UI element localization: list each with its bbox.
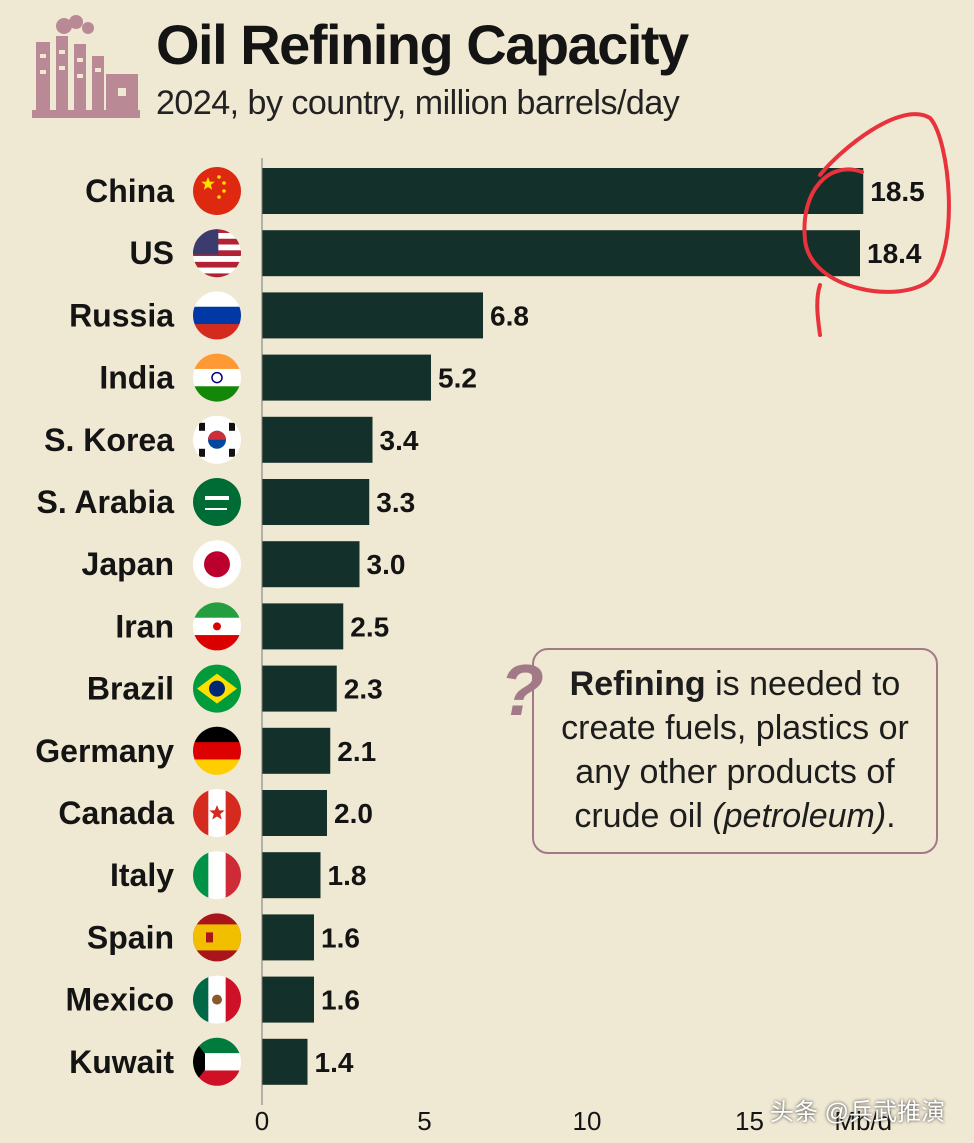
italy-flag-icon bbox=[193, 851, 241, 900]
red-circle-annotation bbox=[802, 112, 951, 337]
value-label: 18.4 bbox=[867, 238, 922, 269]
info-line4-italic: (petroleum) bbox=[712, 797, 887, 835]
japan-flag-icon bbox=[193, 540, 241, 589]
chart-title: Oil Refining Capacity bbox=[156, 13, 689, 76]
bar-japan bbox=[262, 541, 360, 588]
russia-flag-icon bbox=[193, 291, 241, 340]
bar-germany bbox=[262, 727, 331, 774]
india-flag-icon bbox=[193, 353, 241, 402]
value-label: 5.2 bbox=[438, 363, 477, 394]
info-line3: any other products of bbox=[575, 753, 895, 791]
category-label: Canada bbox=[58, 795, 174, 831]
south-korea-flag-icon bbox=[193, 415, 241, 464]
canada-flag-icon bbox=[193, 789, 241, 837]
chart-subtitle: 2024, by country, million barrels/day bbox=[156, 84, 680, 122]
bar-mexico bbox=[262, 976, 314, 1023]
value-label: 2.3 bbox=[344, 674, 383, 705]
question-mark-icon: ? bbox=[500, 651, 544, 731]
saudi-arabia-flag-icon bbox=[193, 478, 241, 526]
value-label: 1.6 bbox=[321, 922, 360, 953]
value-label: 18.5 bbox=[870, 176, 925, 207]
category-label: Germany bbox=[35, 733, 174, 769]
bar-italy bbox=[262, 852, 321, 899]
value-label: 1.4 bbox=[315, 1047, 354, 1078]
spain-flag-icon bbox=[193, 913, 241, 962]
info-line1: is needed to bbox=[705, 665, 901, 703]
bar-spain bbox=[262, 914, 314, 961]
brazil-flag-icon bbox=[193, 664, 241, 713]
x-tick-label: 15 bbox=[735, 1106, 764, 1136]
info-line4b: . bbox=[886, 797, 896, 835]
info-line4a: crude oil bbox=[574, 797, 713, 835]
value-label: 6.8 bbox=[490, 300, 529, 331]
info-bold-word: Refining bbox=[569, 665, 706, 703]
bar-us bbox=[262, 230, 860, 277]
x-unit-label: Mb/d bbox=[834, 1106, 892, 1136]
value-label: 1.8 bbox=[328, 860, 367, 891]
watermark-text: 头条 @兵武推演 bbox=[770, 1099, 946, 1126]
x-tick-label: 5 bbox=[417, 1106, 431, 1136]
china-flag-icon bbox=[193, 167, 241, 215]
category-label: Spain bbox=[87, 919, 174, 955]
category-label: US bbox=[130, 235, 174, 271]
refinery-icon bbox=[32, 15, 140, 118]
category-label: Japan bbox=[82, 546, 174, 582]
bar-iran bbox=[262, 603, 344, 650]
category-label: Iran bbox=[115, 608, 174, 644]
bar-skorea bbox=[262, 416, 373, 463]
bar-sarabia bbox=[262, 479, 370, 525]
bar-brazil bbox=[262, 665, 337, 712]
category-label: India bbox=[99, 360, 174, 396]
category-label: Italy bbox=[110, 857, 174, 893]
bar-kuwait bbox=[262, 1038, 308, 1085]
value-label: 3.3 bbox=[376, 487, 415, 518]
category-label: S. Korea bbox=[44, 422, 174, 458]
iran-flag-icon bbox=[193, 602, 241, 651]
category-label: China bbox=[85, 173, 174, 209]
mexico-flag-icon bbox=[193, 975, 241, 1024]
value-label: 3.4 bbox=[380, 425, 419, 456]
bar-canada bbox=[262, 790, 327, 836]
category-label: Kuwait bbox=[69, 1044, 174, 1080]
category-label: Brazil bbox=[87, 671, 174, 707]
bar-russia bbox=[262, 292, 483, 339]
bar-china bbox=[262, 168, 864, 214]
kuwait-flag-icon bbox=[193, 1037, 241, 1086]
info-line2: create fuels, plastics or bbox=[561, 709, 909, 747]
germany-flag-icon bbox=[193, 726, 241, 775]
category-label: Russia bbox=[69, 297, 174, 333]
category-label: S. Arabia bbox=[36, 484, 174, 520]
value-label: 2.0 bbox=[334, 798, 373, 829]
category-label: Mexico bbox=[66, 982, 174, 1018]
value-label: 3.0 bbox=[367, 549, 406, 580]
value-label: 1.6 bbox=[321, 985, 360, 1016]
bar-india bbox=[262, 354, 431, 401]
x-tick-label: 10 bbox=[573, 1106, 602, 1136]
info-callout: Refining is needed to create fuels, plas… bbox=[532, 648, 938, 854]
x-tick-label: 0 bbox=[255, 1106, 269, 1136]
us-flag-icon bbox=[193, 229, 241, 278]
value-label: 2.1 bbox=[337, 736, 376, 767]
value-label: 2.5 bbox=[350, 611, 389, 642]
